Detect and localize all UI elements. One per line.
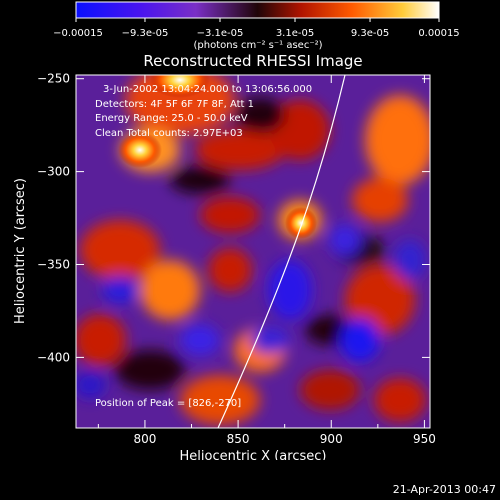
y-axis-title: Heliocentric Y (arcsec)	[13, 178, 28, 324]
y-tick-label: −350	[37, 258, 70, 272]
timestamp: 21-Apr-2013 00:47	[392, 483, 496, 496]
annotation-energy: Energy Range: 25.0 - 50.0 keV	[95, 113, 248, 124]
hotspot	[118, 132, 162, 168]
x-tick-label: 850	[227, 432, 250, 446]
x-axis-ticks: 800 850 900 950	[97, 75, 436, 446]
colorbar-svg: −0.00015 −9.3e-05 −3.1e-05 3.1e-05 9.3e-05 0.…	[53, 1, 460, 51]
colorbar-ticks: −0.00015 −9.3e-05 −3.1e-05 3.1e-05 9.3e-05 0.…	[53, 18, 460, 39]
colorbar-tick-label: 0.00015	[418, 28, 459, 39]
annotation-time-range: 3-Jun-2002 13:04:24.000 to 13:06:56.000	[103, 84, 312, 95]
plot-title: Reconstructed RHESSI Image	[143, 52, 362, 70]
y-tick-label: −400	[37, 350, 70, 364]
colorbar: −0.00015 −9.3e-05 −3.1e-05 3.1e-05 9.3e-05 0.…	[0, 0, 500, 60]
hotspot	[150, 75, 210, 98]
y-tick-label: −250	[37, 72, 70, 86]
x-tick-label: 800	[133, 432, 156, 446]
y-tick-label: −300	[37, 165, 70, 179]
plot-frame	[75, 74, 431, 429]
x-tick-label: 900	[320, 432, 343, 446]
colorbar-tick-label: 9.3e-05	[351, 28, 389, 39]
x-axis-title: Heliocentric X (arcsec)	[180, 449, 327, 460]
y-axis-ticks: −250 −300 −350 −400	[37, 72, 430, 364]
colorbar-tick-label: −3.1e-05	[197, 28, 244, 39]
main-plot: Reconstructed RHESSI Image	[0, 40, 500, 464]
colorbar-tick-label: 3.1e-05	[276, 28, 314, 39]
colorbar-tick-label: −9.3e-05	[122, 28, 169, 39]
colorbar-tick-label: −0.00015	[53, 28, 103, 39]
colorbar-gradient	[75, 1, 440, 19]
colorbar-units-label: (photons cm⁻² s⁻¹ asec⁻²)	[193, 40, 322, 51]
main-plot-svg: Reconstructed RHESSI Image	[13, 52, 436, 464]
annotation-clean: Clean Total counts: 2.97E+03	[95, 128, 243, 139]
annotation-block: 3-Jun-2002 13:04:24.000 to 13:06:56.000 …	[95, 84, 312, 409]
heatmap-blobs	[76, 75, 430, 425]
solar-limb-line	[217, 75, 346, 428]
hotspot	[285, 207, 317, 239]
x-tick-label: 950	[413, 432, 436, 446]
annotation-detectors: Detectors: 4F 5F 6F 7F 8F, Att 1	[95, 99, 254, 110]
annotation-peak: Position of Peak = [826,-270]	[95, 398, 241, 409]
heatmap-image	[76, 75, 430, 428]
